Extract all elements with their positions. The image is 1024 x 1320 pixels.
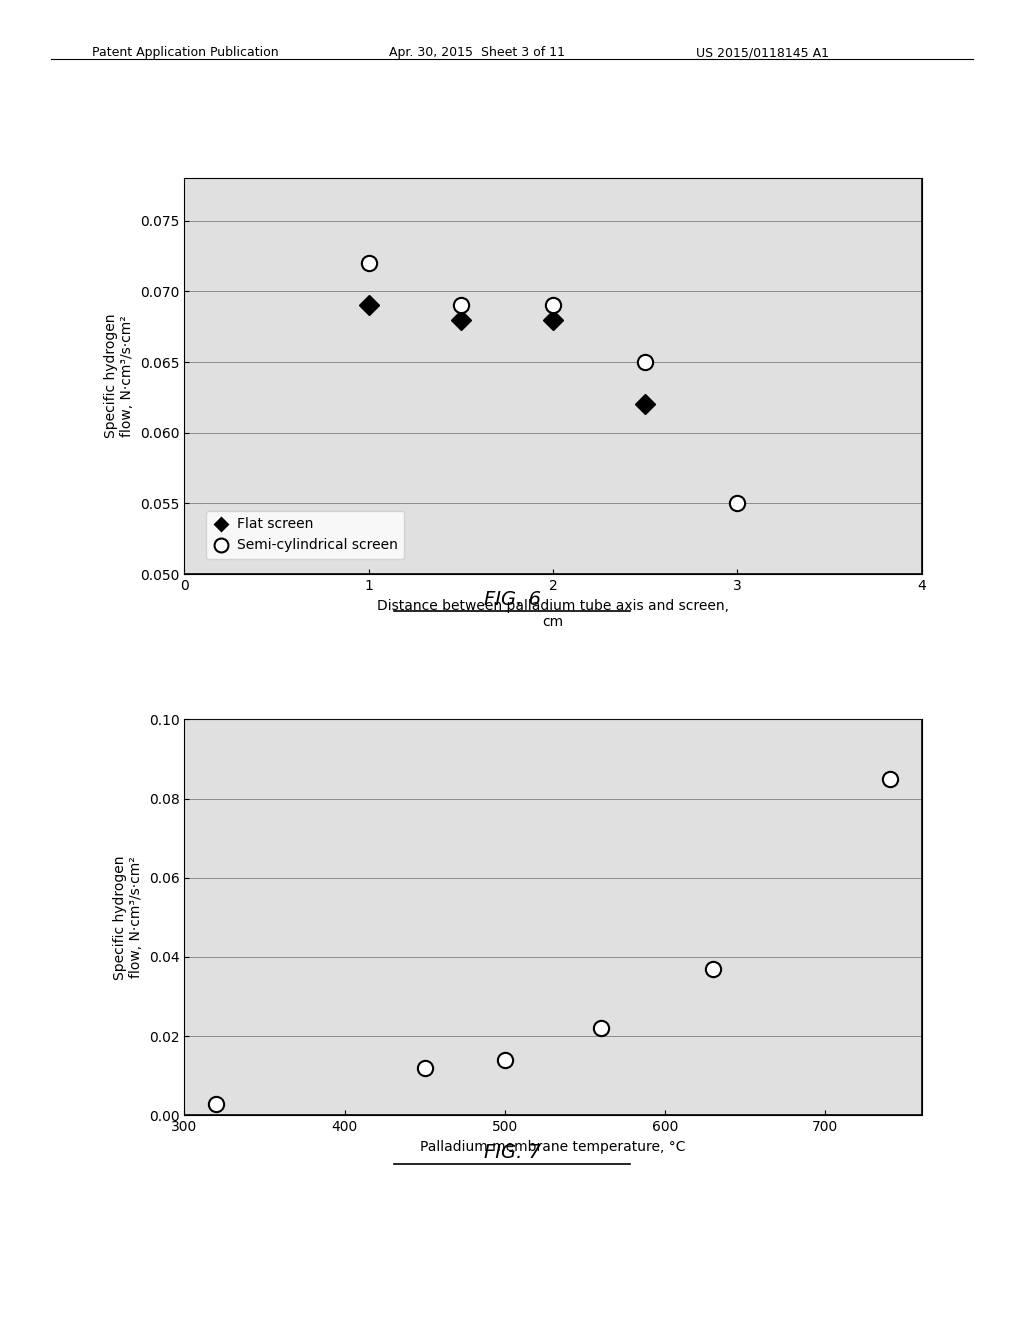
Y-axis label: Specific hydrogen
flow, N·cm³/s·cm²: Specific hydrogen flow, N·cm³/s·cm² xyxy=(113,855,143,979)
X-axis label: Distance between palladium tube axis and screen,
cm: Distance between palladium tube axis and… xyxy=(377,598,729,628)
X-axis label: Palladium membrane temperature, °C: Palladium membrane temperature, °C xyxy=(420,1139,686,1154)
Text: US 2015/0118145 A1: US 2015/0118145 A1 xyxy=(696,46,829,59)
Text: FIG. 7: FIG. 7 xyxy=(483,1143,541,1162)
Text: FIG. 6: FIG. 6 xyxy=(483,590,541,609)
Legend: Flat screen, Semi-cylindrical screen: Flat screen, Semi-cylindrical screen xyxy=(206,511,404,560)
Y-axis label: Specific hydrogen
flow, N·cm³/s·cm²: Specific hydrogen flow, N·cm³/s·cm² xyxy=(104,314,134,438)
Text: Apr. 30, 2015  Sheet 3 of 11: Apr. 30, 2015 Sheet 3 of 11 xyxy=(389,46,565,59)
Text: Patent Application Publication: Patent Application Publication xyxy=(92,46,279,59)
Bar xyxy=(184,178,922,574)
Bar xyxy=(184,719,922,1115)
